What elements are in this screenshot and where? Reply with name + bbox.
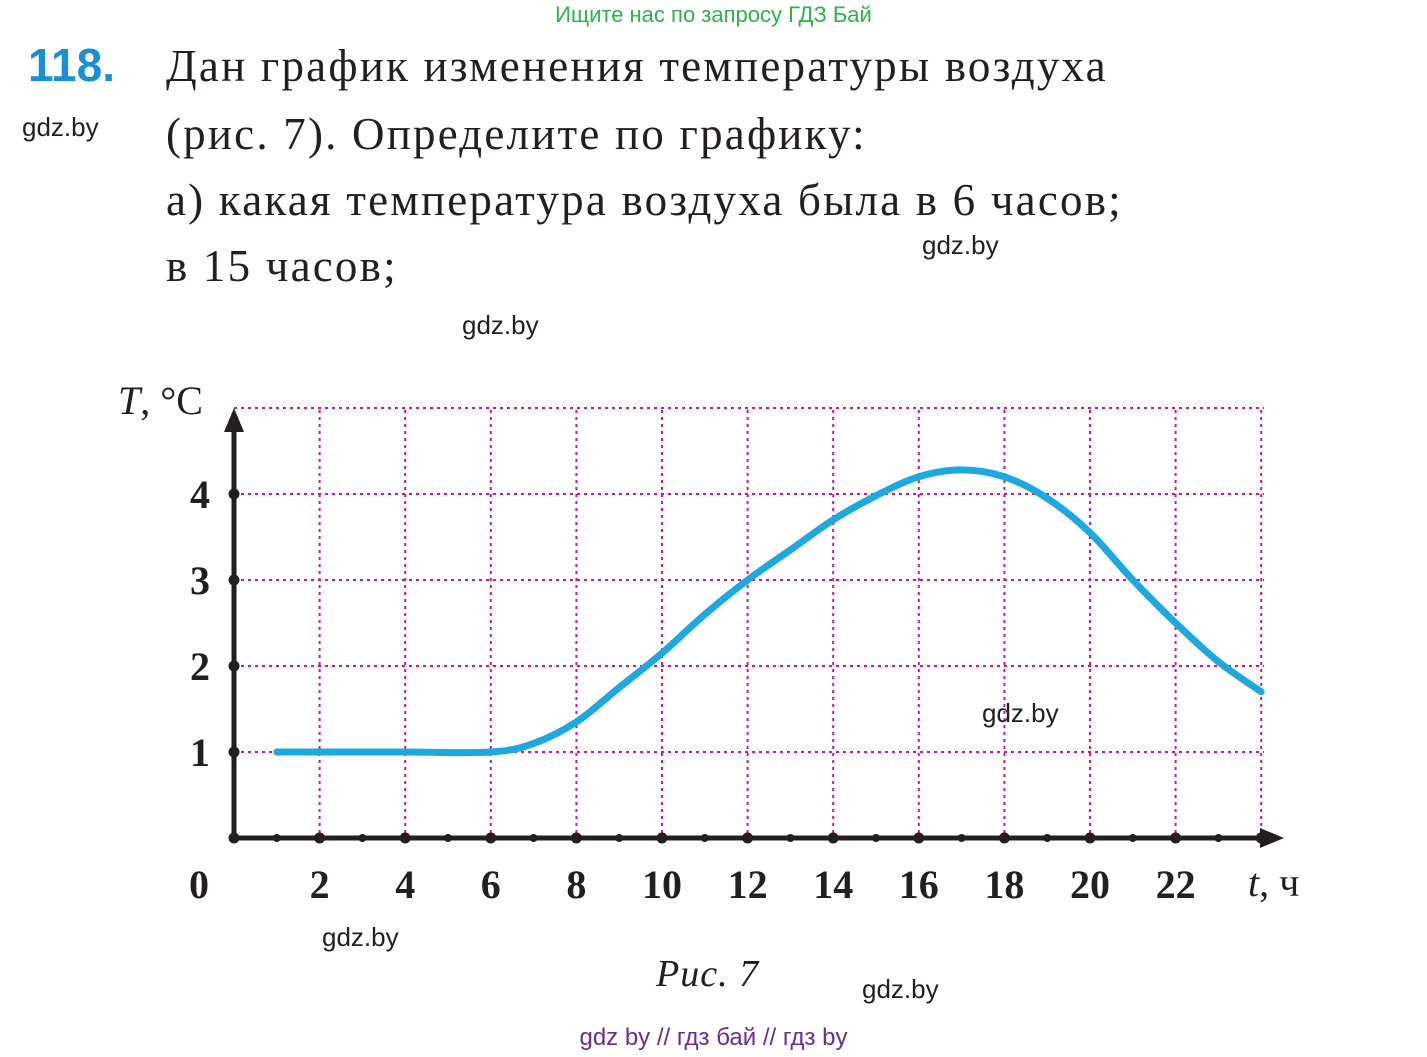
x-tick-mark: [786, 834, 795, 842]
problem-text-line-1: Дан график изменения температуры воздуха: [166, 41, 1108, 91]
x-tick-mark: [957, 834, 966, 842]
problem-text-line-4: в 15 часов;: [166, 241, 398, 291]
x-tick-label: 22: [1156, 862, 1196, 907]
x-tick-mark: [1084, 832, 1096, 844]
x-tick-label: 18: [984, 862, 1024, 907]
x-tick-mark: [228, 832, 240, 844]
chart-grid: [234, 407, 1264, 838]
x-tick-mark: [700, 834, 709, 842]
x-tick-label: 12: [728, 862, 768, 907]
x-tick-mark: [1255, 832, 1267, 844]
temperature-curve: [273, 466, 1265, 757]
x-tick-mark: [358, 834, 367, 842]
watermark: gdz.by: [462, 310, 539, 340]
y-tick-mark: [228, 574, 240, 586]
x-tick-mark: [485, 832, 497, 844]
x-tick-label: 2: [310, 862, 330, 907]
y-tick-label: 1: [190, 730, 210, 775]
x-axis-label: t, ч: [1248, 860, 1299, 905]
x-tick-mark: [399, 832, 411, 844]
x-axis-variable: t: [1248, 860, 1260, 905]
top-banner: Ищите нас по запросу ГДЗ Бай: [555, 2, 872, 27]
x-tick-mark: [656, 832, 668, 844]
x-tick-mark: [1170, 832, 1182, 844]
x-tick-mark: [1043, 834, 1052, 842]
watermark: gdz.by: [22, 112, 99, 142]
x-tick-mark: [913, 832, 925, 844]
footer-links: gdz by // гдз бай // гдз by: [579, 1024, 848, 1051]
problem-number: 118.: [28, 39, 115, 91]
x-axis-unit: , ч: [1259, 860, 1299, 905]
y-tick-mark: [228, 488, 240, 500]
x-tick-label: 20: [1070, 862, 1110, 907]
x-tick-mark: [1214, 834, 1223, 842]
x-tick-label: 16: [899, 862, 939, 907]
origin-label: 0: [189, 862, 209, 907]
y-tick-label: 2: [190, 644, 210, 689]
problem-text-line-2: (рис. 7). Определите по графику:: [166, 109, 867, 159]
y-tick-label: 3: [190, 558, 210, 603]
figure-caption: Рис. 7: [656, 953, 760, 995]
x-tick-mark: [444, 834, 452, 842]
x-tick-mark: [827, 832, 839, 844]
x-tick-mark: [1128, 834, 1137, 842]
watermark: gdz.by: [922, 230, 999, 260]
x-tick-mark: [570, 832, 582, 844]
x-tick-mark: [998, 832, 1010, 844]
watermark: gdz.by: [982, 698, 1059, 728]
y-axis-label: T, °C: [118, 378, 203, 423]
x-tick-label: 4: [395, 862, 415, 907]
x-tick-mark: [742, 832, 754, 844]
watermark: gdz.by: [322, 922, 399, 952]
x-tick-mark: [272, 834, 281, 842]
x-tick-label: 14: [813, 862, 853, 907]
y-tick-mark: [228, 660, 240, 672]
x-tick-mark: [615, 834, 624, 842]
watermark: gdz.by: [862, 974, 939, 1004]
x-tick-label: 10: [642, 862, 682, 907]
x-tick-mark: [314, 832, 326, 844]
y-axis-unit: , °C: [140, 378, 203, 423]
y-tick-mark: [228, 746, 240, 758]
problem-text-line-3: а) какая температура воздуха была в 6 ча…: [166, 175, 1123, 225]
x-tick-mark: [872, 834, 880, 842]
x-tick-label: 6: [481, 862, 501, 907]
y-tick-label: 4: [190, 472, 210, 517]
x-tick-mark: [529, 834, 538, 842]
x-axis-arrow: [1260, 828, 1284, 848]
chart-axes: [224, 408, 1284, 848]
x-tick-label: 8: [566, 862, 586, 907]
y-axis-variable: T: [118, 378, 143, 423]
y-axis-arrow: [224, 408, 244, 432]
